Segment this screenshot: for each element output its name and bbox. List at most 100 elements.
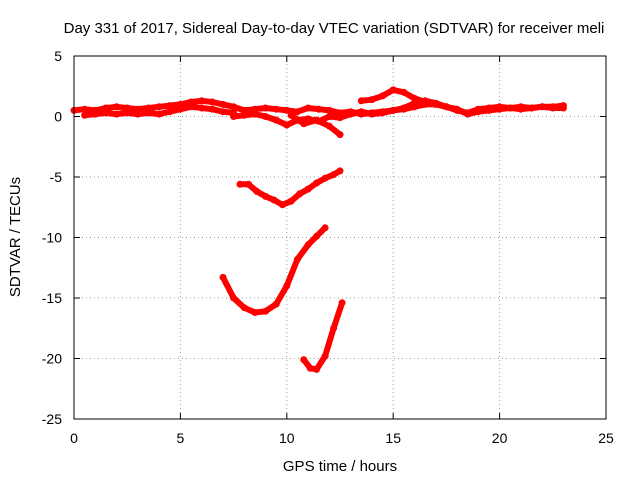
y-tick-label: -20 [42, 351, 62, 367]
data-point [325, 113, 333, 120]
data-point [325, 122, 333, 130]
data-point [166, 102, 174, 110]
data-point [296, 190, 304, 198]
data-point [336, 167, 344, 175]
data-point [368, 110, 376, 118]
data-point [304, 241, 312, 249]
data-point [230, 113, 238, 120]
x-tick-label: 15 [385, 430, 401, 446]
data-point [315, 105, 323, 113]
data-point [304, 104, 312, 112]
data-point [113, 110, 121, 118]
data-point [272, 105, 280, 113]
data-point [123, 109, 131, 117]
y-tick-label: -15 [42, 290, 62, 306]
y-tick-label: -10 [42, 230, 62, 246]
data-point [155, 110, 163, 118]
data-point [517, 105, 525, 113]
data-point [313, 232, 321, 240]
data-point [208, 98, 216, 106]
y-tick-label: -25 [42, 411, 62, 427]
data-point [300, 120, 308, 128]
x-tick-label: 0 [70, 430, 78, 446]
data-point [549, 104, 557, 112]
data-point [442, 103, 450, 111]
data-point [81, 105, 89, 113]
data-point [321, 224, 329, 232]
x-tick-label: 5 [177, 430, 185, 446]
data-point [330, 324, 338, 332]
x-tick-label: 20 [492, 430, 508, 446]
data-point [251, 309, 259, 316]
data-point [187, 98, 195, 106]
data-point [336, 114, 344, 122]
data-point [113, 103, 121, 111]
data-point [293, 255, 301, 263]
data-point [453, 105, 461, 113]
data-series [70, 86, 567, 373]
data-point [496, 105, 504, 113]
data-point [336, 131, 344, 139]
data-point [293, 108, 301, 116]
data-point [219, 273, 227, 281]
data-point [236, 180, 244, 188]
series-line-track-g [220, 224, 329, 316]
data-point [145, 109, 152, 117]
chart-title: Day 331 of 2017, Sidereal Day-to-day VTE… [64, 20, 605, 37]
data-point [166, 108, 174, 116]
data-point [464, 110, 472, 118]
data-point [506, 104, 514, 112]
data-point [270, 196, 278, 204]
data-point [198, 97, 206, 105]
data-point [357, 97, 365, 105]
data-point [240, 111, 248, 119]
data-point [287, 197, 295, 205]
data-point [102, 109, 110, 117]
x-axis-ticks: 0 5 10 15 20 25 [70, 56, 614, 446]
data-point [300, 356, 308, 364]
data-point [283, 106, 291, 114]
data-point [313, 365, 321, 373]
data-point [230, 103, 238, 111]
data-point [313, 179, 321, 187]
data-point [474, 108, 482, 116]
data-point [262, 192, 269, 200]
data-point [347, 110, 355, 118]
data-point [379, 109, 387, 117]
data-point [219, 100, 227, 108]
y-tick-label: 5 [54, 48, 62, 64]
data-point [187, 103, 195, 111]
x-tick-label: 10 [279, 430, 295, 446]
data-point [102, 104, 110, 112]
x-axis-label: GPS time / hours [283, 458, 397, 475]
data-point [279, 201, 286, 209]
data-point [251, 105, 259, 113]
data-point [357, 108, 365, 116]
data-point [389, 86, 397, 94]
data-point [123, 104, 131, 112]
data-point [245, 180, 252, 188]
data-point [528, 104, 535, 112]
data-point [176, 105, 184, 113]
data-point [81, 111, 89, 119]
data-point [219, 108, 227, 116]
data-point [421, 98, 429, 106]
data-point [432, 99, 440, 107]
data-point [155, 103, 163, 111]
y-axis-label: SDTVAR / TECUs [7, 177, 24, 297]
data-point [283, 121, 291, 129]
data-point [272, 300, 280, 308]
data-point [230, 294, 238, 302]
x-tick-label: 25 [598, 430, 614, 446]
data-point [198, 104, 206, 112]
data-point [538, 103, 546, 111]
data-point [338, 299, 346, 307]
data-point [411, 94, 418, 102]
data-point [389, 106, 397, 114]
data-point [321, 174, 329, 182]
data-point [240, 304, 248, 312]
data-point [253, 188, 261, 195]
data-point [400, 104, 408, 112]
data-point [321, 352, 329, 360]
